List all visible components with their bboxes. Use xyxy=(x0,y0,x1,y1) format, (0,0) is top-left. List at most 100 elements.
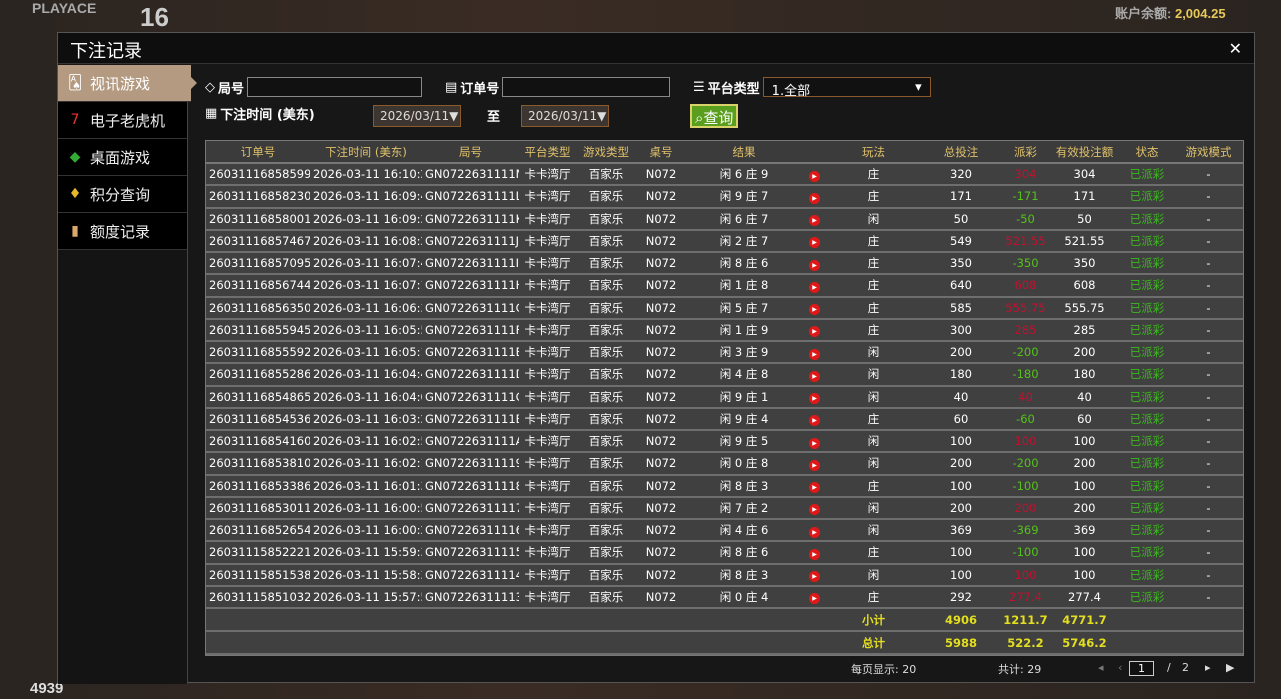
cell-replay[interactable]: ▶ xyxy=(802,452,827,476)
dialog-titlebar: 下注记录 ✕ xyxy=(58,33,1254,64)
cell-valid-bet: 180 xyxy=(1049,363,1120,387)
sidebar-item-points[interactable]: ♦ 积分查询 xyxy=(58,176,187,213)
cell-result: 闲 1 庄 8 xyxy=(686,274,802,298)
play-replay-icon[interactable]: ▶ xyxy=(809,504,820,516)
query-button[interactable]: ⌕查询 xyxy=(690,104,739,128)
page-input[interactable]: 1 xyxy=(1129,661,1154,676)
cell-platform: 卡卡湾厅 xyxy=(519,274,576,298)
cell-table-no: N072 xyxy=(636,274,686,298)
first-page-icon[interactable]: ◂ xyxy=(1098,661,1104,674)
play-replay-icon[interactable]: ▶ xyxy=(809,437,820,449)
cell-game-mode: - xyxy=(1174,452,1243,476)
cell-result: 闲 8 庄 6 xyxy=(686,541,802,565)
play-replay-icon[interactable]: ▶ xyxy=(809,593,820,605)
cell-bet-type: 庄 xyxy=(827,229,920,254)
cell-replay[interactable]: ▶ xyxy=(802,296,827,320)
cell-valid-bet: 369 xyxy=(1049,519,1120,543)
cell-bet-time: 2026-03-11 16:05:51 xyxy=(310,318,422,343)
play-replay-icon[interactable]: ▶ xyxy=(809,526,820,538)
cell-replay[interactable]: ▶ xyxy=(802,519,827,543)
platform-select[interactable]: 1.全部 ▾ xyxy=(762,77,931,99)
cell-replay[interactable]: ▶ xyxy=(802,585,827,610)
cell-bet-time: 2026-03-11 16:07:13 xyxy=(310,274,422,298)
column-header-total-bet: 总投注 xyxy=(920,141,1002,164)
date-to-picker[interactable]: 2026/03/11▼ xyxy=(521,105,609,127)
sidebar-item-credit-records[interactable]: ▮ 额度记录 xyxy=(58,213,187,250)
cell-round-no: GN0722631111H xyxy=(422,274,519,298)
cell-status: 已派彩 xyxy=(1120,541,1174,565)
cell-replay[interactable]: ▶ xyxy=(802,185,827,209)
cell-replay[interactable]: ▶ xyxy=(802,474,827,498)
cell-replay[interactable]: ▶ xyxy=(802,274,827,298)
cell-replay[interactable]: ▶ xyxy=(802,563,827,587)
cell-replay[interactable]: ▶ xyxy=(802,363,827,387)
date-from-picker[interactable]: 2026/03/11▼ xyxy=(373,105,461,127)
play-replay-icon[interactable]: ▶ xyxy=(809,348,820,360)
cell-bet-time: 2026-03-11 16:06:31 xyxy=(310,296,422,320)
cell-payout: 608 xyxy=(1002,274,1049,298)
cell-replay[interactable]: ▶ xyxy=(802,341,827,365)
cell-total-bet: 200 xyxy=(920,496,1002,521)
cell-table-no: N072 xyxy=(636,407,686,432)
play-replay-icon[interactable]: ▶ xyxy=(809,459,820,471)
cell-replay[interactable]: ▶ xyxy=(802,207,827,231)
play-replay-icon[interactable]: ▶ xyxy=(809,304,820,316)
last-page-icon[interactable]: ▶ xyxy=(1226,661,1235,674)
cell-replay[interactable]: ▶ xyxy=(802,496,827,521)
cell-replay[interactable]: ▶ xyxy=(802,385,827,409)
cell-replay[interactable]: ▶ xyxy=(802,541,827,565)
play-replay-icon[interactable]: ▶ xyxy=(809,281,820,293)
cell-bet-time: 2026-03-11 16:01:38 xyxy=(310,474,422,498)
cell-replay[interactable]: ▶ xyxy=(802,229,827,254)
play-replay-icon[interactable]: ▶ xyxy=(809,370,820,382)
cell-game-type: 百家乐 xyxy=(576,541,636,565)
cell-total-bet: 40 xyxy=(920,385,1002,409)
column-header-table-no: 桌号 xyxy=(636,141,686,164)
sidebar-item-live-games[interactable]: 🂡 视讯游戏 xyxy=(58,65,197,102)
play-replay-icon[interactable]: ▶ xyxy=(809,326,820,338)
column-header-game-type: 游戏类型 xyxy=(576,141,636,164)
sidebar-item-slots[interactable]: 7 电子老虎机 xyxy=(58,102,187,139)
cell-status: 已派彩 xyxy=(1120,563,1174,587)
cell-replay[interactable]: ▶ xyxy=(802,318,827,343)
cell-order-no: 260311168548655 xyxy=(206,385,310,409)
close-icon[interactable]: ✕ xyxy=(1228,39,1242,58)
play-replay-icon[interactable]: ▶ xyxy=(809,571,820,583)
play-replay-icon[interactable]: ▶ xyxy=(809,393,820,405)
cell-bet-type: 庄 xyxy=(827,585,920,610)
cell-order-no: 260311168526544 xyxy=(206,519,310,543)
play-replay-icon[interactable]: ▶ xyxy=(809,237,820,249)
cell-total-bet: 369 xyxy=(920,519,1002,543)
cell-game-type: 百家乐 xyxy=(576,496,636,521)
cell-bet-type: 闲 xyxy=(827,207,920,231)
play-replay-icon[interactable]: ▶ xyxy=(809,215,820,227)
cell-replay[interactable]: ▶ xyxy=(802,163,827,187)
cell-round-no: GN0722631111L xyxy=(422,185,519,209)
cell-valid-bet: 100 xyxy=(1049,430,1120,454)
chevron-down-icon: ▾ xyxy=(915,80,922,95)
play-replay-icon[interactable]: ▶ xyxy=(809,415,820,427)
cell-total-bet: 300 xyxy=(920,318,1002,343)
play-replay-icon[interactable]: ▶ xyxy=(809,548,820,560)
cell-game-mode: - xyxy=(1174,474,1243,498)
cell-result: 闲 9 庄 7 xyxy=(686,185,802,209)
play-replay-icon[interactable]: ▶ xyxy=(809,482,820,494)
play-replay-icon[interactable]: ▶ xyxy=(809,259,820,271)
cell-platform: 卡卡湾厅 xyxy=(519,474,576,498)
play-replay-icon[interactable]: ▶ xyxy=(809,170,820,182)
sidebar-item-table-games[interactable]: ◆ 桌面游戏 xyxy=(58,139,187,176)
cell-total-bet: 549 xyxy=(920,229,1002,254)
cell-order-no: 260311168559452 xyxy=(206,318,310,343)
cell-replay[interactable]: ▶ xyxy=(802,407,827,432)
cell-replay[interactable]: ▶ xyxy=(802,430,827,454)
cell-game-mode: - xyxy=(1174,496,1243,521)
prev-page-icon[interactable]: ‹ xyxy=(1118,661,1123,674)
next-page-icon[interactable]: ▸ xyxy=(1205,661,1211,674)
cell-bet-time: 2026-03-11 16:07:47 xyxy=(310,252,422,276)
cell-replay[interactable]: ▶ xyxy=(802,252,827,276)
order-input[interactable] xyxy=(502,77,671,97)
round-input[interactable] xyxy=(247,77,423,97)
play-replay-icon[interactable]: ▶ xyxy=(809,192,820,204)
cell-valid-bet: 40 xyxy=(1049,385,1120,409)
cell-valid-bet: 285 xyxy=(1049,318,1120,343)
